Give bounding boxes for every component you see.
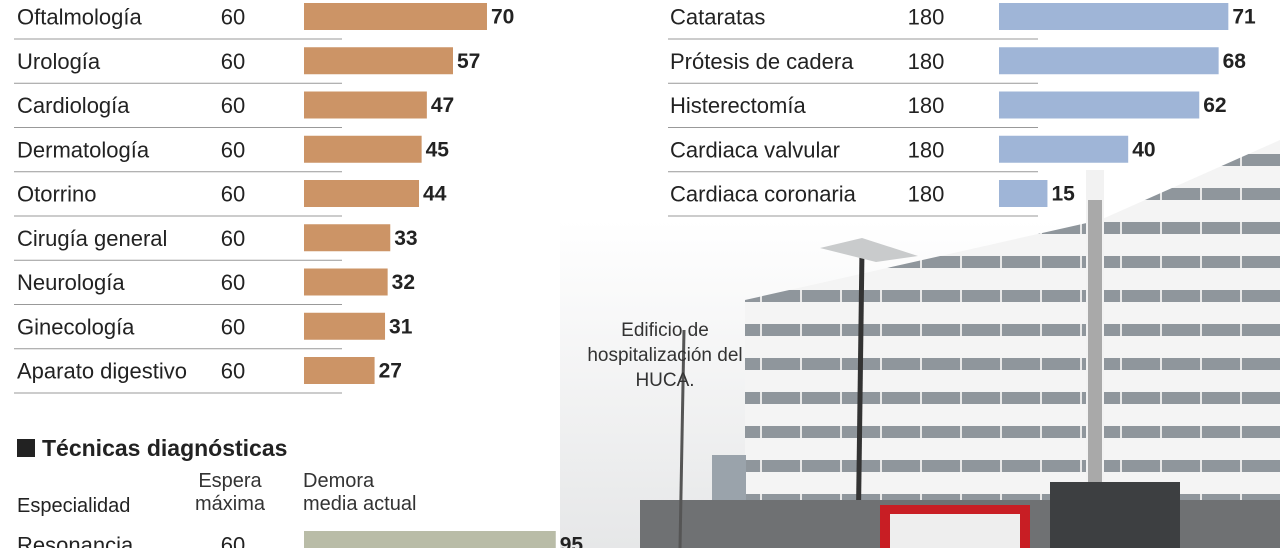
value-label: 70 — [491, 6, 514, 29]
bar — [304, 91, 427, 119]
bar — [304, 357, 375, 384]
max-wait: 60 — [221, 314, 245, 339]
photo — [560, 140, 1280, 548]
category-label: Cataratas — [670, 5, 765, 30]
column-header: Espera máxima — [194, 470, 265, 515]
value-label: 45 — [426, 138, 450, 161]
category-label: Neurología — [17, 270, 125, 295]
bar — [304, 135, 422, 163]
bar — [999, 47, 1219, 75]
value-label: 31 — [389, 315, 413, 338]
lamp-head — [820, 238, 918, 262]
row-separator-bg — [668, 41, 1038, 82]
max-wait: 60 — [221, 5, 245, 30]
category-label: Otorrino — [17, 182, 96, 207]
value-label: 40 — [1132, 138, 1155, 161]
bar — [304, 268, 388, 296]
max-wait: 180 — [908, 182, 945, 207]
building-column — [1086, 170, 1104, 500]
lamp-pole — [855, 249, 865, 548]
value-label: 44 — [423, 183, 447, 206]
category-label: Cirugía general — [17, 226, 167, 251]
bar — [304, 531, 556, 548]
bar — [304, 47, 453, 75]
value-label: 68 — [1223, 50, 1247, 73]
bar — [999, 3, 1229, 30]
value-label: 47 — [431, 94, 454, 117]
max-wait: 180 — [908, 5, 945, 30]
building-column-shade — [1088, 200, 1102, 500]
value-label: 95 — [560, 534, 584, 548]
bar — [304, 3, 487, 30]
photo-caption: Edificio de hospitalización del HUCA. — [587, 320, 743, 391]
max-wait: 60 — [221, 49, 245, 74]
row-separator-bg — [668, 85, 1038, 126]
bar — [304, 180, 420, 207]
category-label: Aparato digestivo — [17, 359, 187, 384]
column-header: Demora media actual — [303, 470, 417, 515]
row-separator-bg — [668, 0, 1038, 37]
section-marker — [17, 439, 35, 457]
max-wait: 180 — [908, 93, 945, 118]
section-title: Técnicas diagnósticas — [42, 435, 287, 461]
max-wait: 180 — [908, 49, 945, 74]
max-wait: 60 — [221, 137, 245, 162]
category-label: Ginecología — [17, 314, 135, 339]
bar — [999, 180, 1048, 207]
category-label: Prótesis de cadera — [670, 49, 854, 74]
entrance-door — [890, 514, 1020, 548]
max-wait: 60 — [221, 226, 245, 251]
value-label: 71 — [1232, 6, 1256, 29]
value-label: 57 — [457, 50, 480, 73]
bar — [999, 135, 1129, 163]
category-label: Oftalmología — [17, 5, 142, 30]
category-label: Histerectomía — [670, 93, 806, 118]
category-label: Dermatología — [17, 137, 150, 162]
pole — [678, 329, 686, 548]
value-label: 33 — [394, 227, 417, 250]
max-wait: 60 — [221, 93, 245, 118]
column-header: Especialidad — [17, 495, 130, 517]
building — [745, 140, 1280, 548]
value-label: 27 — [379, 360, 402, 383]
category-label: Cardiaca valvular — [670, 137, 840, 162]
row-separator-bg — [668, 129, 1038, 170]
bar — [999, 91, 1200, 119]
category-label: Resonancia — [17, 533, 134, 548]
category-label: Urología — [17, 49, 101, 74]
dark-block — [1050, 482, 1180, 548]
value-label: 32 — [392, 271, 415, 294]
bar — [304, 312, 386, 340]
max-wait: 60 — [221, 533, 245, 548]
category-label: Cardiaca coronaria — [670, 182, 857, 207]
value-label: 15 — [1051, 183, 1075, 206]
value-label: 62 — [1203, 94, 1226, 117]
max-wait: 60 — [221, 359, 245, 384]
max-wait: 60 — [221, 182, 245, 207]
category-label: Cardiología — [17, 93, 130, 118]
max-wait: 180 — [908, 137, 945, 162]
max-wait: 60 — [221, 270, 245, 295]
row-separator-bg — [668, 174, 1038, 214]
bar — [304, 224, 391, 252]
